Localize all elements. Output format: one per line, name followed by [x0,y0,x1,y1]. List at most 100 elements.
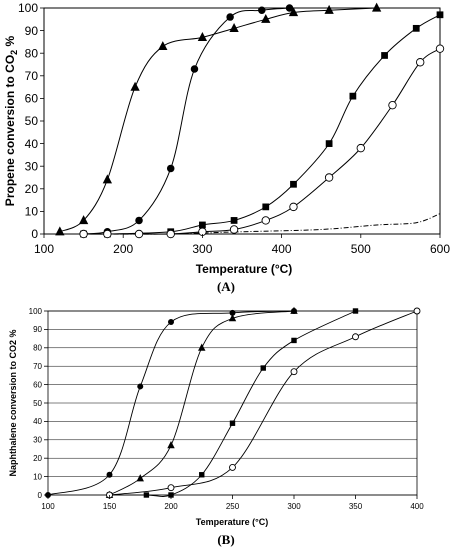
triangle-marker [229,22,239,32]
open-circle-marker [134,229,144,239]
filled-square-marker [260,365,266,371]
open-circle-marker [229,225,239,234]
y-tick-label: 20 [33,454,42,463]
y-tick-label: 40 [33,417,42,426]
filled-square-marker [412,24,420,32]
y-axis-title: Propene conversion to CO2 % [3,35,19,206]
x-tick-label: 500 [351,242,371,256]
panel-label: (A) [217,279,235,294]
open-circle-marker [166,229,175,239]
x-tick-label: 200 [113,242,133,256]
y-tick-label: 40 [25,137,39,151]
triangle-marker [261,13,271,23]
filled-circle-marker [258,6,266,15]
open-circle-marker [103,229,112,239]
filled-square-marker [291,337,297,344]
y-tick-label: 10 [25,205,39,219]
chart-panel-a: 0 10 20 30 40 50 60 70 80 90 100 100 200 300 400 500 60… [3,1,450,294]
x-tick-label: 100 [41,502,55,511]
filled-square-marker [262,203,270,211]
triangle-marker [197,32,208,42]
filled-square-marker [199,472,205,478]
open-circle-marker [352,333,359,341]
filled-circle-marker [135,216,143,225]
filled-circle-marker [106,471,113,478]
open-circle-marker [356,143,365,153]
x-tick-label: 200 [164,502,178,511]
filled-circle-marker [168,319,174,326]
triangle-marker [167,441,175,449]
x-tick-label: 250 [226,502,240,511]
filled-square-marker [381,52,388,59]
x-axis-title: Temperature (°C) [196,517,268,527]
y-tick-label: 0 [31,227,38,241]
series-line [83,14,441,235]
series-line [59,7,377,233]
filled-square-marker [290,180,297,188]
open-circle-marker [435,44,445,53]
y-tick-label: 50 [33,399,42,408]
open-circle-marker [167,484,175,492]
filled-square-marker [143,492,150,498]
y-tick-label: 90 [25,24,39,38]
y-tick-label: 0 [38,491,43,500]
filled-square-marker [230,217,238,224]
x-tick-label: 400 [272,242,292,256]
y-axis-title: Naphthalene conversion to CO2 % [8,329,18,476]
open-circle-marker [416,58,425,67]
series-line [83,48,441,235]
y-tick-label: 100 [29,307,43,316]
y-tick-label: 30 [33,436,42,445]
filled-square-marker [199,221,206,229]
triangle-marker [198,343,206,351]
panel-label: (B) [217,532,234,547]
filled-circle-marker [190,65,199,73]
triangle-marker [324,4,334,14]
filled-circle-marker [285,4,294,12]
x-tick-label: 600 [430,242,450,256]
filled-circle-marker [166,164,175,173]
filled-circle-marker [226,13,234,21]
triangle-marker [130,81,140,91]
open-circle-marker [324,173,334,182]
open-circle-marker [79,229,88,239]
y-tick-label: 70 [33,362,42,371]
chart-panel-b: 0 10 20 30 40 50 60 70 80 90 100 100 150 200 250 300 35… [8,306,424,547]
open-circle-marker [261,216,270,225]
open-circle-marker [413,307,421,315]
triangle-marker [55,226,65,236]
open-circle-marker [290,368,298,376]
y-tick-label: 90 [33,325,42,334]
triangle-marker [102,174,113,184]
y-tick-label: 50 [25,114,39,128]
plot-area-frame [43,7,441,235]
y-tick-label: 20 [25,182,39,196]
filled-square-marker [349,92,357,100]
x-tick-label: 350 [349,502,363,511]
dash-dot-series-line [83,213,441,235]
x-tick-label: 400 [410,502,424,511]
filled-square-marker [436,11,444,19]
y-tick-label: 30 [25,159,39,173]
open-circle-marker [388,100,397,110]
series-line [83,7,290,235]
y-tick-label: 80 [25,46,39,60]
x-tick-label: 100 [34,242,54,256]
x-axis-title: Temperature (°C) [196,262,293,276]
filled-square-marker [325,140,333,147]
triangle-marker [288,7,299,17]
y-tick-label: 60 [33,380,42,389]
triangle-marker [371,2,382,12]
filled-circle-marker [137,383,144,390]
open-circle-marker [289,202,298,212]
triangle-marker [136,474,144,482]
filled-square-marker [352,308,359,314]
triangle-marker [290,306,298,314]
x-tick-label: 300 [287,502,301,511]
y-tick-label: 10 [33,472,42,481]
y-tick-label: 100 [18,1,38,15]
open-circle-marker [229,463,236,471]
x-tick-label: 150 [103,502,117,511]
y-tick-label: 80 [33,344,42,353]
